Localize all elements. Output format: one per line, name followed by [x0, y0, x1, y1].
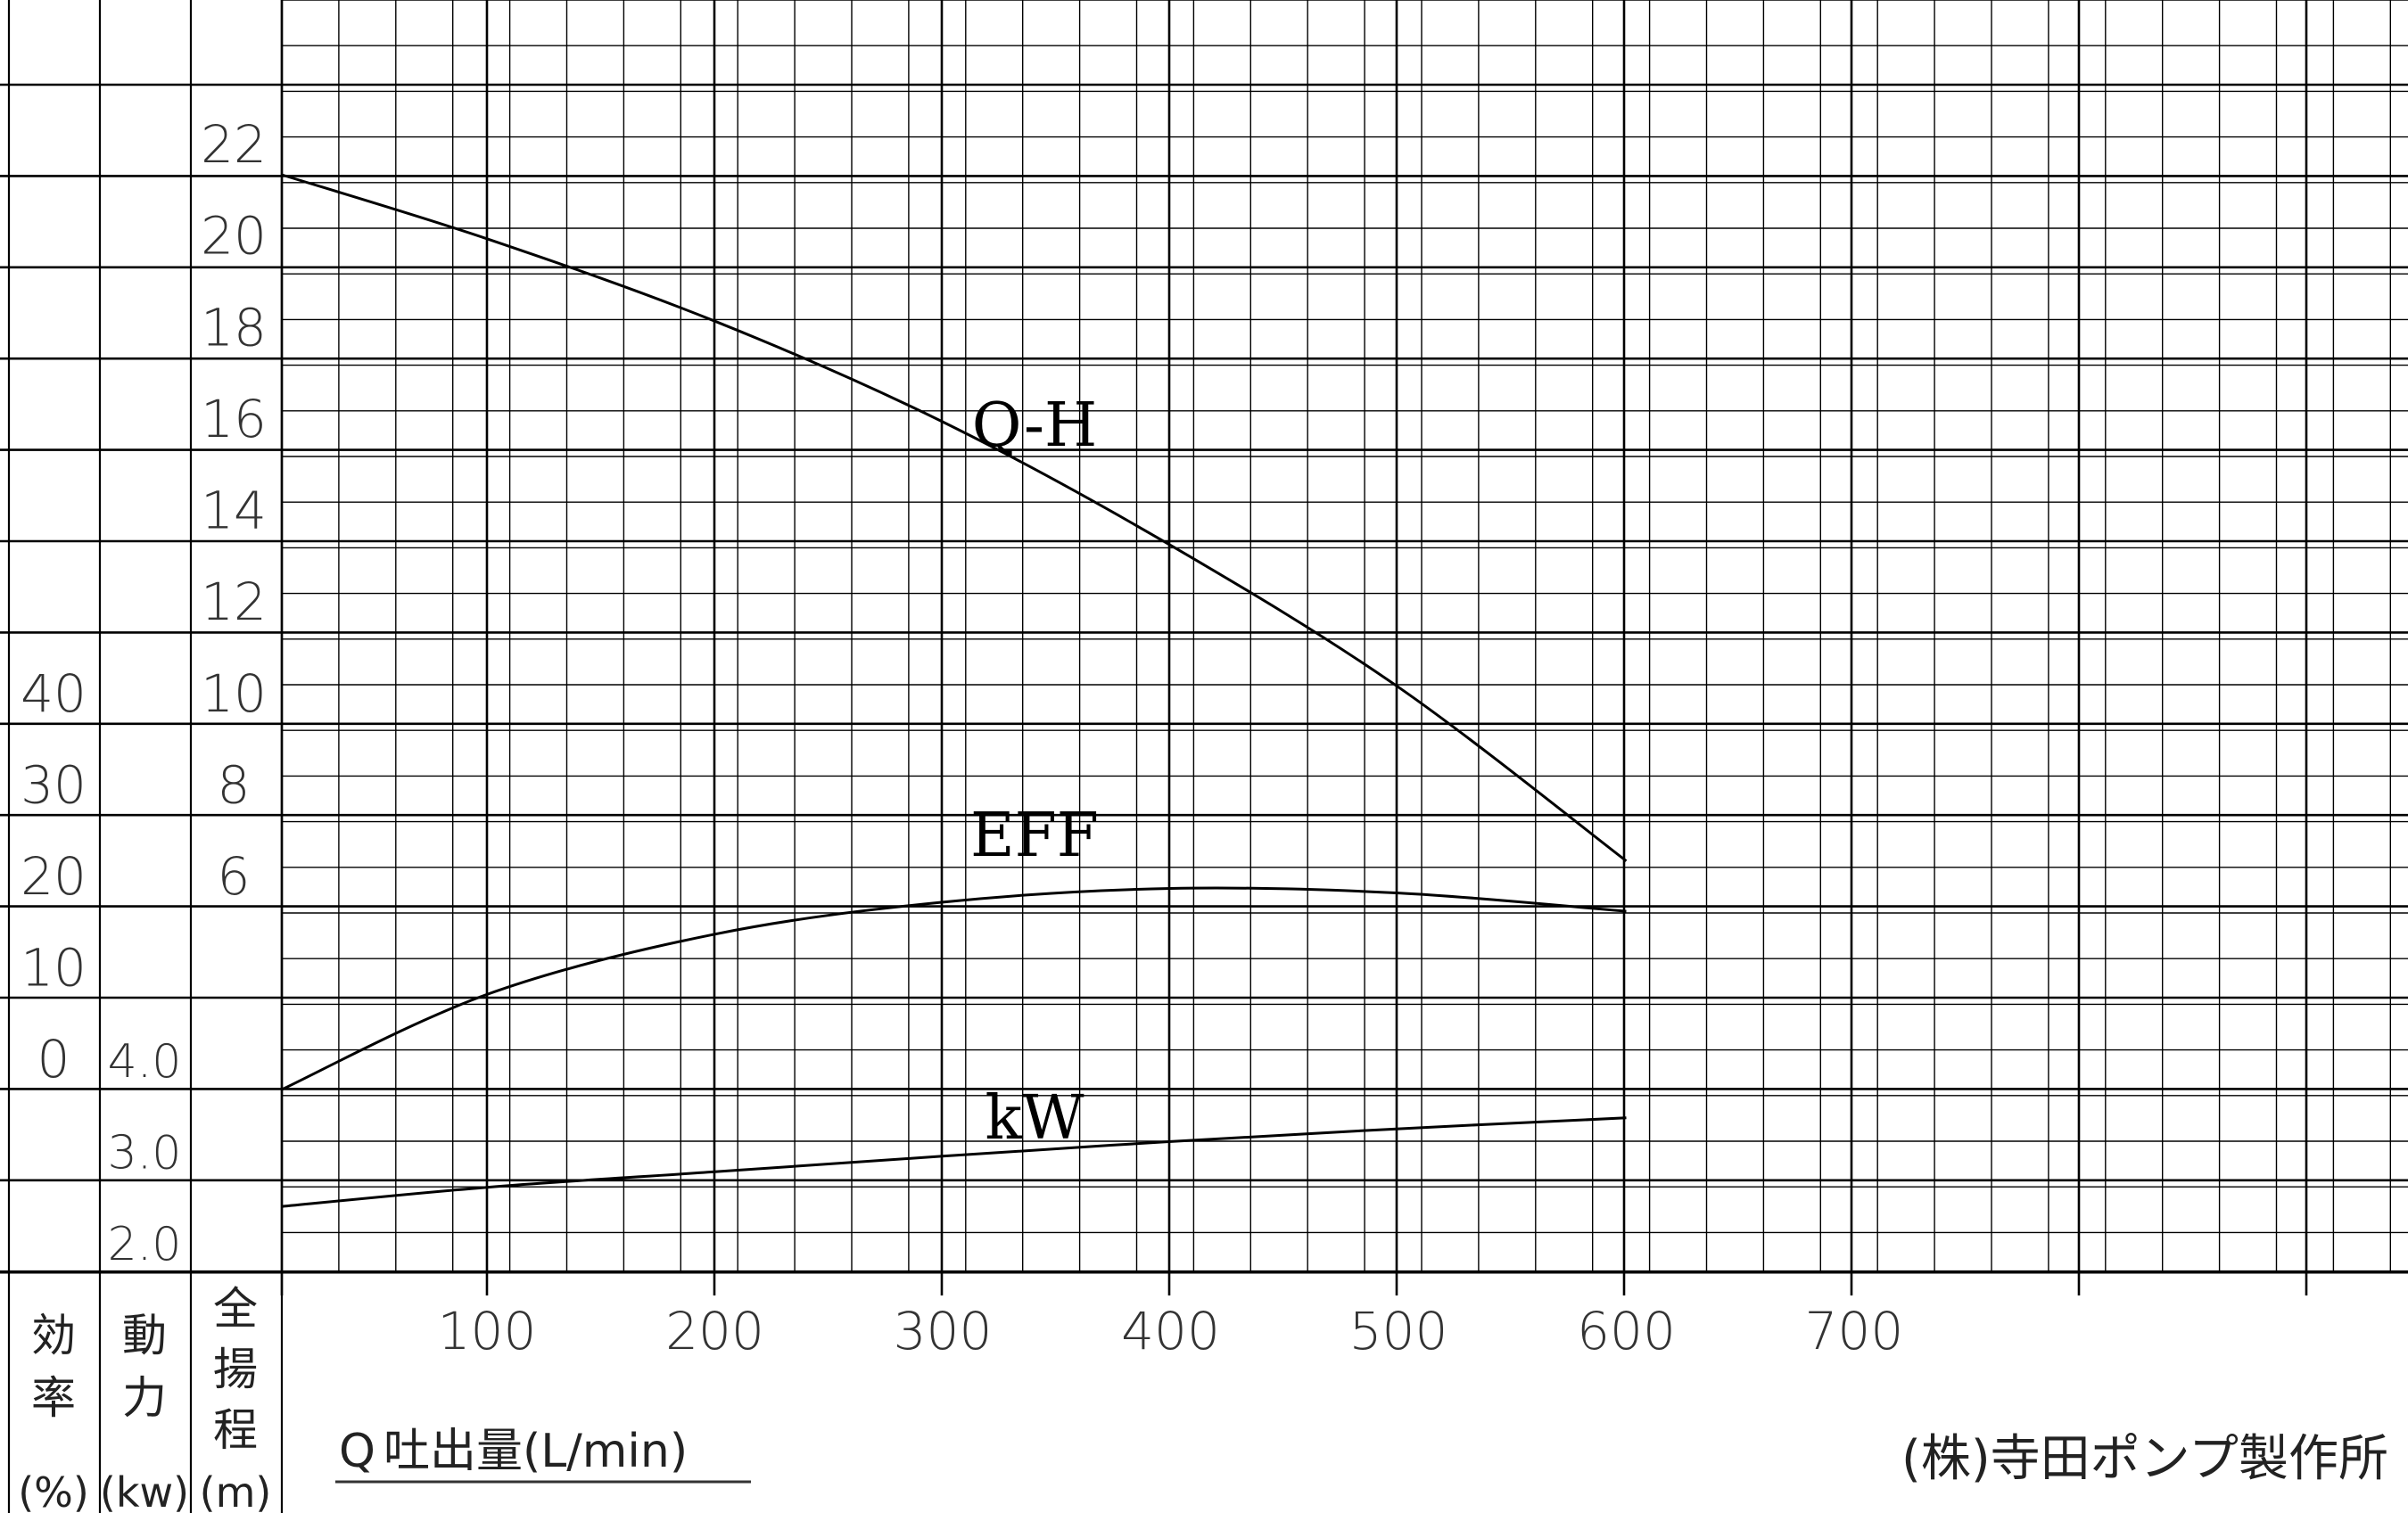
power-header-char: 力: [122, 1372, 167, 1424]
manufacturer-name: (株)寺田ポンプ製作所: [1901, 1430, 2388, 1488]
efficiency-tick-label: 30: [21, 755, 87, 816]
x-tick-label: 600: [1577, 1301, 1676, 1361]
curve-eff: [281, 886, 1627, 1091]
x-tick-label: 500: [1349, 1301, 1448, 1361]
x-axis-title: Q 吐出量(L/min): [335, 1425, 751, 1484]
efficiency-header-char: 効: [31, 1310, 76, 1361]
efficiency-tick-label: 10: [21, 938, 87, 999]
grid-minor-lines: [281, 0, 2408, 1272]
power-unit: (kw): [100, 1468, 189, 1513]
curve-qh: [281, 173, 1628, 862]
grid-major-lines: [0, 0, 2408, 1295]
x-axis-prefix: Q: [339, 1425, 375, 1478]
head-tick-label: 18: [201, 297, 267, 358]
head-header-char: 揚: [213, 1344, 258, 1395]
head-unit: (m): [200, 1468, 272, 1513]
head-tick-label: 22: [201, 114, 267, 175]
head-tick-label: 16: [201, 389, 267, 449]
x-tick-label: 300: [894, 1301, 993, 1361]
head-header-char: 全: [213, 1283, 258, 1335]
x-tick-label: 100: [438, 1301, 537, 1361]
x-tick-label: 200: [665, 1301, 764, 1361]
power-tick-label: 4.0: [108, 1035, 182, 1089]
x-axis-label: 吐出量(L/min): [383, 1425, 688, 1478]
axis-labels: 100 200 300 400 500 600 700 6 8 10 12 14 16 18 20 22 0 10…: [18, 114, 1903, 1513]
efficiency-tick-label: 40: [21, 663, 87, 724]
head-tick-label: 10: [201, 663, 267, 724]
head-tick-label: 12: [201, 571, 267, 632]
efficiency-tick-label: 20: [21, 846, 87, 907]
curve-kw: [281, 1116, 1627, 1208]
performance-curves: Q-H EFF kW: [281, 173, 1628, 1208]
x-tick-label: 700: [1805, 1301, 1904, 1361]
curve-label-eff: EFF: [970, 801, 1099, 871]
curve-label-kw: kW: [985, 1083, 1084, 1154]
power-tick-label: 3.0: [108, 1127, 182, 1180]
power-header-char: 動: [122, 1310, 167, 1361]
x-tick-label: 400: [1121, 1301, 1220, 1361]
power-tick-label: 2.0: [108, 1218, 182, 1271]
curve-label-qh: Q-H: [972, 391, 1098, 461]
head-header-char: 程: [213, 1404, 258, 1456]
efficiency-header-char: 率: [31, 1372, 76, 1424]
efficiency-tick-label: 0: [37, 1029, 70, 1090]
head-tick-label: 20: [201, 206, 267, 267]
head-tick-label: 6: [218, 846, 251, 907]
head-tick-label: 8: [218, 754, 251, 815]
head-tick-label: 14: [201, 481, 267, 541]
efficiency-unit: (%): [18, 1468, 89, 1513]
